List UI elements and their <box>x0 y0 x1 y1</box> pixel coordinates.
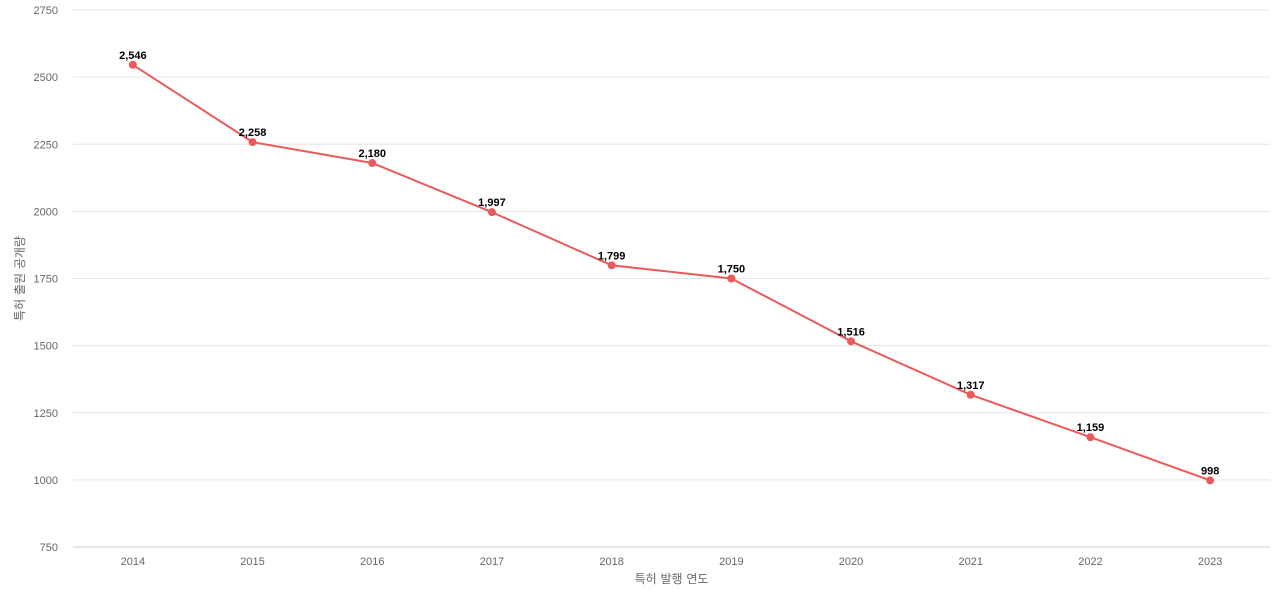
x-axis-title: 특허 발행 연도 <box>635 571 709 586</box>
data-points <box>128 60 1215 485</box>
data-point-2021[interactable] <box>966 390 975 399</box>
data-label-2018: 1,799 <box>598 250 626 262</box>
y-tick-label-1750: 1750 <box>34 274 58 286</box>
y-tick-label-2500: 2500 <box>34 72 58 84</box>
data-label-2021: 1,317 <box>957 380 985 392</box>
x-tick-label-2017: 2017 <box>480 556 504 568</box>
x-tick-label-2016: 2016 <box>360 556 384 568</box>
x-tick-label-2020: 2020 <box>839 556 863 568</box>
data-point-2014[interactable] <box>128 60 137 69</box>
data-label-2022: 1,159 <box>1077 422 1105 434</box>
x-tick-label-2015: 2015 <box>240 556 264 568</box>
x-tick-label-2014: 2014 <box>121 556 145 568</box>
y-axis-title: 특허 출원 공개량 <box>13 236 27 321</box>
data-point-2017[interactable] <box>487 208 496 217</box>
y-tick-label-2250: 2250 <box>34 139 58 151</box>
data-label-2016: 2,180 <box>358 148 386 160</box>
x-tick-label-2018: 2018 <box>599 556 623 568</box>
data-point-2022[interactable] <box>1086 433 1095 442</box>
data-label-2023: 998 <box>1201 465 1219 477</box>
data-label-2019: 1,750 <box>718 264 746 276</box>
series-line <box>132 63 1211 482</box>
x-tick-label-2023: 2023 <box>1198 556 1222 568</box>
y-tick-label-750: 750 <box>40 542 58 554</box>
data-label-2017: 1,997 <box>478 197 506 209</box>
gridlines <box>73 9 1270 548</box>
x-tick-label-2021: 2021 <box>959 556 983 568</box>
data-point-2023[interactable] <box>1206 476 1215 485</box>
data-point-2019[interactable] <box>727 274 736 283</box>
x-tick-label-2022: 2022 <box>1078 556 1102 568</box>
data-point-2015[interactable] <box>248 138 257 147</box>
y-tick-label-1250: 1250 <box>34 408 58 420</box>
x-tick-label-2019: 2019 <box>719 556 743 568</box>
data-labels: 2,546 2,258 2,180 1,997 1,799 1,750 1,516 1,317… <box>119 50 1219 478</box>
y-tick-label-1000: 1000 <box>34 475 58 487</box>
data-label-2014: 2,546 <box>119 50 147 62</box>
data-point-2018[interactable] <box>607 261 616 270</box>
y-tick-label-2000: 2000 <box>34 206 58 218</box>
data-point-2020[interactable] <box>847 337 856 346</box>
y-tick-label-2750: 2750 <box>34 5 58 17</box>
series-line-group <box>132 63 1211 482</box>
y-axis-ticks: 750 1000 1250 1500 1750 2000 2250 2500 2750 <box>34 5 58 554</box>
data-label-2015: 2,258 <box>239 127 267 139</box>
y-tick-label-1500: 1500 <box>34 341 58 353</box>
data-label-2020: 1,516 <box>837 326 865 338</box>
data-point-2016[interactable] <box>368 159 377 168</box>
x-axis-ticks: 2014 2015 2016 2017 2018 2019 2020 2021 2022 2023 <box>121 556 1223 568</box>
